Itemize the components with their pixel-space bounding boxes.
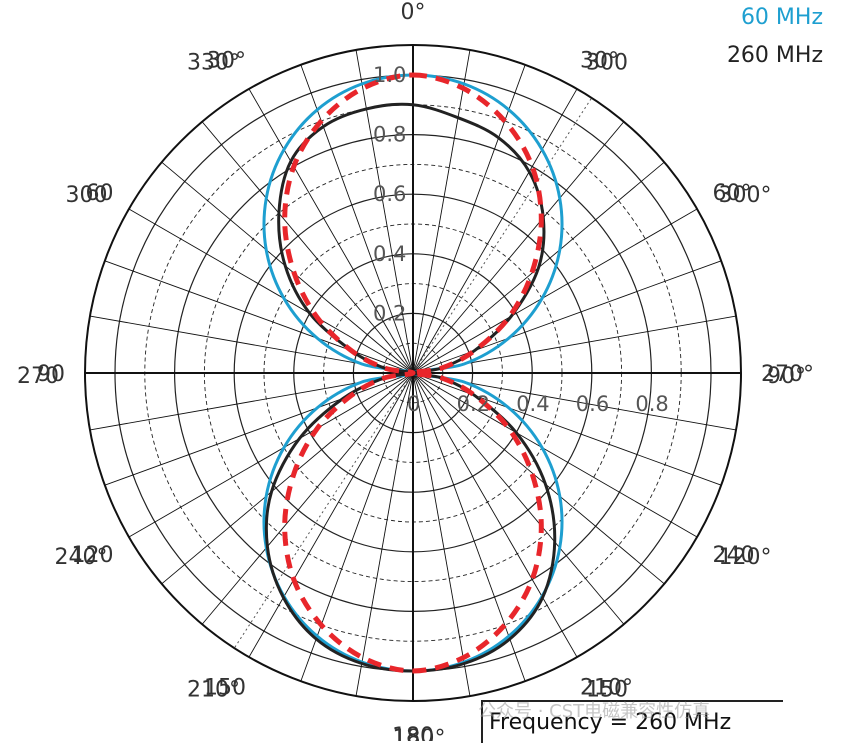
radial-tick-label: 1.0 — [373, 63, 406, 87]
angle-tick-label: 30° — [207, 49, 246, 74]
radial-tick-label: 0.8 — [373, 123, 406, 147]
legend-label-260mhz: 260 MHz — [727, 43, 823, 68]
radial-tick-label: 0.8 — [635, 392, 668, 416]
radial-tick-label: 0.2 — [457, 392, 490, 416]
angle-tick-label: 90 — [37, 362, 65, 387]
watermark: 公众号 · CST电磁兼容性仿真 — [478, 697, 710, 723]
angle-tick-label: 120 — [72, 543, 114, 568]
angle-tick-label: 180 — [392, 724, 434, 741]
legend-label-60mhz: 60 MHz — [741, 5, 823, 30]
radial-tick-label: 0.6 — [576, 392, 609, 416]
legend-entry-60mhz: 60 MHz — [741, 5, 823, 30]
radial-tick-label: 0.2 — [373, 301, 406, 325]
radial-tick-label: 0 — [407, 392, 420, 416]
angle-tick-label: 0° — [401, 0, 426, 25]
radial-tick-label: 0.6 — [373, 182, 406, 206]
angle-tick-label: 30° — [580, 49, 619, 74]
legend-entry-260mhz: 260 MHz — [727, 43, 823, 68]
angle-tick-label: 150 — [204, 676, 246, 701]
angle-tick-label: 60° — [713, 181, 752, 206]
angle-tick-label: 270° — [761, 362, 814, 387]
radial-tick-label: 0.4 — [516, 392, 549, 416]
angle-tick-label: 240 — [713, 543, 755, 568]
radial-tick-label: 0.4 — [373, 242, 406, 266]
angle-tick-label: 60 — [86, 181, 114, 206]
